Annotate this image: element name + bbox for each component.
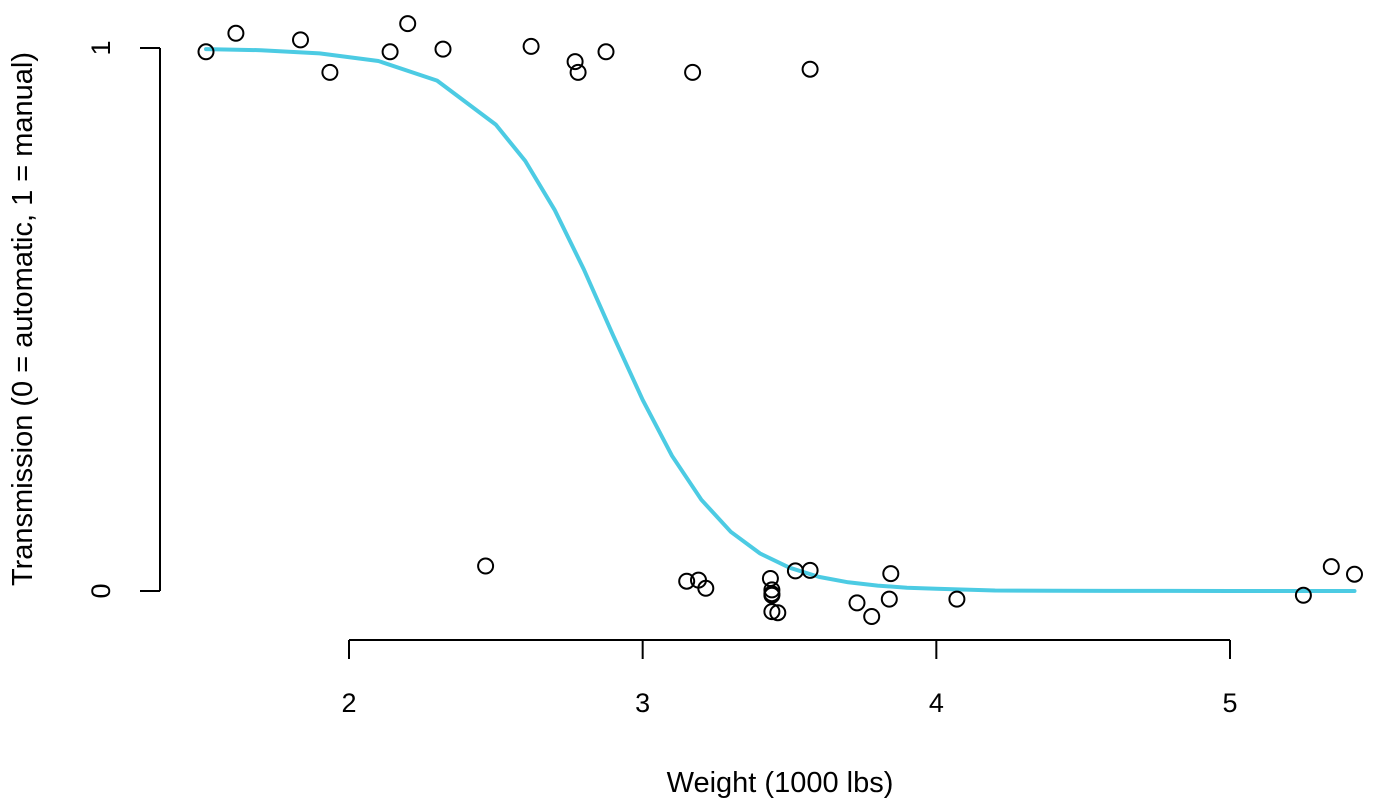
data-point [597, 43, 615, 61]
data-point [1346, 565, 1363, 583]
y-axis-title: Transmission (0 = automatic, 1 = manual) [7, 52, 39, 586]
data-points [197, 15, 1363, 625]
data-point [1294, 586, 1312, 604]
data-point [292, 31, 309, 49]
data-point [880, 590, 898, 608]
data-point [569, 63, 587, 81]
x-tick-label: 4 [929, 688, 944, 718]
data-point [763, 585, 781, 603]
data-point [1322, 558, 1340, 576]
data-point [522, 37, 540, 55]
data-point [948, 590, 966, 608]
data-point [381, 43, 399, 61]
data-point [678, 572, 696, 590]
data-point [684, 63, 702, 81]
x-tick-label: 2 [341, 688, 356, 718]
x-axis-title: Weight (1000 lbs) [667, 767, 894, 799]
data-point [763, 603, 781, 621]
data-point [882, 565, 900, 583]
data-point [863, 608, 881, 625]
data-point [801, 561, 819, 579]
data-point [566, 53, 584, 71]
axis-ticks: 2 3 4 5 0 1 [86, 40, 1238, 718]
fitted-curve [204, 47, 1357, 593]
data-point [477, 557, 495, 575]
x-tick-label: 3 [635, 688, 650, 718]
y-tick-label: 1 [86, 40, 116, 55]
data-point [697, 579, 715, 597]
data-point [848, 594, 866, 612]
data-point [321, 63, 339, 81]
data-point [801, 60, 819, 78]
data-point [197, 43, 215, 61]
data-point [399, 15, 417, 33]
data-point [769, 604, 787, 622]
data-point [227, 24, 245, 42]
x-tick-label: 5 [1222, 688, 1237, 718]
y-tick-label: 0 [86, 583, 116, 598]
data-point [434, 40, 452, 58]
